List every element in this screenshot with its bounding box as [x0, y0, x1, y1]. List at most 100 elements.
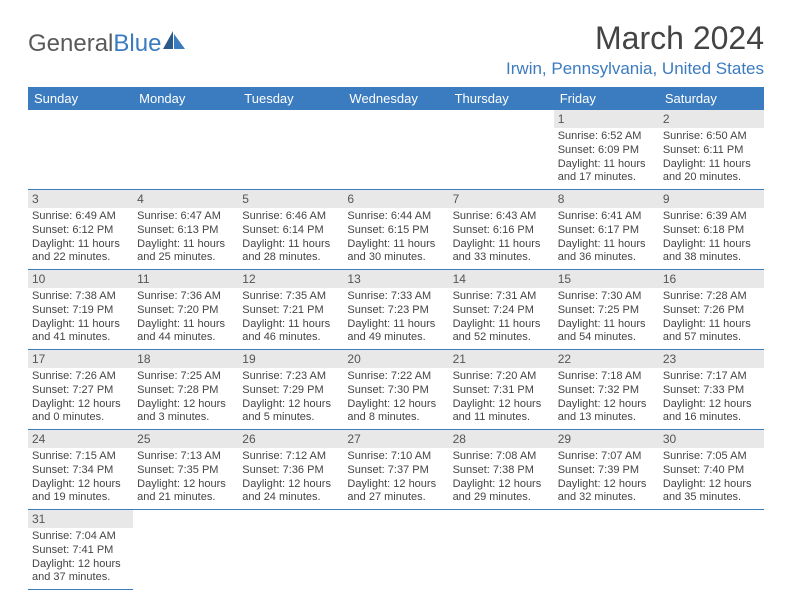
- info-line: Sunrise: 7:30 AM: [558, 290, 655, 304]
- day-cell: 28Sunrise: 7:08 AMSunset: 7:38 PMDayligh…: [449, 430, 554, 510]
- day-info: Sunrise: 7:33 AMSunset: 7:23 PMDaylight:…: [343, 288, 448, 349]
- day-info: Sunrise: 7:15 AMSunset: 7:34 PMDaylight:…: [28, 448, 133, 509]
- info-line: Sunrise: 7:15 AM: [32, 450, 129, 464]
- info-line: and 37 minutes.: [32, 571, 129, 585]
- info-line: Sunrise: 6:41 AM: [558, 210, 655, 224]
- info-line: Sunrise: 7:10 AM: [347, 450, 444, 464]
- day-info: Sunrise: 7:30 AMSunset: 7:25 PMDaylight:…: [554, 288, 659, 349]
- info-line: and 29 minutes.: [453, 491, 550, 505]
- empty-cell: [449, 110, 554, 190]
- day-header: Friday: [554, 87, 659, 110]
- day-cell: 24Sunrise: 7:15 AMSunset: 7:34 PMDayligh…: [28, 430, 133, 510]
- day-info: Sunrise: 7:08 AMSunset: 7:38 PMDaylight:…: [449, 448, 554, 509]
- info-line: and 57 minutes.: [663, 331, 760, 345]
- day-number: 10: [28, 270, 133, 288]
- day-number: 20: [343, 350, 448, 368]
- info-line: and 44 minutes.: [137, 331, 234, 345]
- day-number: 23: [659, 350, 764, 368]
- day-info: Sunrise: 7:04 AMSunset: 7:41 PMDaylight:…: [28, 528, 133, 589]
- day-info: Sunrise: 7:25 AMSunset: 7:28 PMDaylight:…: [133, 368, 238, 429]
- info-line: Daylight: 11 hours: [558, 158, 655, 172]
- day-number: 16: [659, 270, 764, 288]
- logo-text-part2: Blue: [113, 30, 161, 58]
- empty-cell: [449, 510, 554, 590]
- info-line: Sunrise: 7:05 AM: [663, 450, 760, 464]
- info-line: Sunrise: 7:22 AM: [347, 370, 444, 384]
- day-cell: 23Sunrise: 7:17 AMSunset: 7:33 PMDayligh…: [659, 350, 764, 430]
- day-info: Sunrise: 7:10 AMSunset: 7:37 PMDaylight:…: [343, 448, 448, 509]
- day-cell: 20Sunrise: 7:22 AMSunset: 7:30 PMDayligh…: [343, 350, 448, 430]
- info-line: Daylight: 12 hours: [347, 398, 444, 412]
- sail-icon: [163, 28, 185, 56]
- info-line: Sunset: 7:31 PM: [453, 384, 550, 398]
- day-number: 25: [133, 430, 238, 448]
- day-number: 5: [238, 190, 343, 208]
- day-info: Sunrise: 7:22 AMSunset: 7:30 PMDaylight:…: [343, 368, 448, 429]
- info-line: Sunrise: 6:46 AM: [242, 210, 339, 224]
- info-line: Sunrise: 6:43 AM: [453, 210, 550, 224]
- info-line: and 36 minutes.: [558, 251, 655, 265]
- info-line: Daylight: 12 hours: [453, 398, 550, 412]
- info-line: Sunrise: 7:38 AM: [32, 290, 129, 304]
- info-line: Sunset: 7:19 PM: [32, 304, 129, 318]
- info-line: Daylight: 11 hours: [663, 158, 760, 172]
- day-cell: 2Sunrise: 6:50 AMSunset: 6:11 PMDaylight…: [659, 110, 764, 190]
- day-info: Sunrise: 6:52 AMSunset: 6:09 PMDaylight:…: [554, 128, 659, 189]
- day-number: 8: [554, 190, 659, 208]
- day-info: Sunrise: 7:18 AMSunset: 7:32 PMDaylight:…: [554, 368, 659, 429]
- day-info: Sunrise: 6:49 AMSunset: 6:12 PMDaylight:…: [28, 208, 133, 269]
- day-number: 19: [238, 350, 343, 368]
- info-line: Sunset: 7:35 PM: [137, 464, 234, 478]
- info-line: Daylight: 11 hours: [663, 238, 760, 252]
- day-cell: 14Sunrise: 7:31 AMSunset: 7:24 PMDayligh…: [449, 270, 554, 350]
- info-line: and 24 minutes.: [242, 491, 339, 505]
- day-number: 3: [28, 190, 133, 208]
- info-line: Sunset: 6:12 PM: [32, 224, 129, 238]
- logo-text-part1: General: [28, 30, 113, 58]
- info-line: Sunrise: 6:49 AM: [32, 210, 129, 224]
- day-info: Sunrise: 7:12 AMSunset: 7:36 PMDaylight:…: [238, 448, 343, 509]
- day-cell: 4Sunrise: 6:47 AMSunset: 6:13 PMDaylight…: [133, 190, 238, 270]
- info-line: Daylight: 11 hours: [137, 318, 234, 332]
- info-line: Sunset: 6:09 PM: [558, 144, 655, 158]
- day-cell: 30Sunrise: 7:05 AMSunset: 7:40 PMDayligh…: [659, 430, 764, 510]
- day-info: Sunrise: 7:05 AMSunset: 7:40 PMDaylight:…: [659, 448, 764, 509]
- info-line: Sunrise: 7:26 AM: [32, 370, 129, 384]
- info-line: Daylight: 11 hours: [663, 318, 760, 332]
- calendar-page: GeneralBlue March 2024 Irwin, Pennsylvan…: [0, 0, 792, 610]
- info-line: Sunset: 7:33 PM: [663, 384, 760, 398]
- day-info: Sunrise: 6:50 AMSunset: 6:11 PMDaylight:…: [659, 128, 764, 189]
- calendar-table: SundayMondayTuesdayWednesdayThursdayFrid…: [28, 87, 764, 590]
- empty-cell: [133, 110, 238, 190]
- day-number: 31: [28, 510, 133, 528]
- info-line: and 33 minutes.: [453, 251, 550, 265]
- day-info: Sunrise: 7:36 AMSunset: 7:20 PMDaylight:…: [133, 288, 238, 349]
- calendar-row: 17Sunrise: 7:26 AMSunset: 7:27 PMDayligh…: [28, 350, 764, 430]
- info-line: Daylight: 12 hours: [32, 558, 129, 572]
- info-line: Sunset: 7:37 PM: [347, 464, 444, 478]
- logo: GeneralBlue: [28, 28, 185, 60]
- day-number: 13: [343, 270, 448, 288]
- info-line: and 11 minutes.: [453, 411, 550, 425]
- info-line: Sunset: 7:41 PM: [32, 544, 129, 558]
- info-line: Daylight: 11 hours: [347, 318, 444, 332]
- empty-cell: [238, 510, 343, 590]
- info-line: and 0 minutes.: [32, 411, 129, 425]
- info-line: Sunrise: 7:28 AM: [663, 290, 760, 304]
- info-line: and 46 minutes.: [242, 331, 339, 345]
- calendar-row: 10 Sunrise: 7:38 AMSunset: 7:19 PM Dayligh…: [28, 270, 764, 350]
- calendar-row: 31Sunrise: 7:04 AMSunset: 7:41 PMDayligh…: [28, 510, 764, 590]
- info-line: Daylight: 12 hours: [663, 478, 760, 492]
- info-line: Sunset: 7:23 PM: [347, 304, 444, 318]
- day-cell: 27Sunrise: 7:10 AMSunset: 7:37 PMDayligh…: [343, 430, 448, 510]
- info-line: Sunrise: 7:23 AM: [242, 370, 339, 384]
- day-cell: 6Sunrise: 6:44 AMSunset: 6:15 PMDaylight…: [343, 190, 448, 270]
- day-cell: 22Sunrise: 7:18 AMSunset: 7:32 PMDayligh…: [554, 350, 659, 430]
- info-line: Daylight: 11 hours: [347, 238, 444, 252]
- info-line: Sunrise: 7:08 AM: [453, 450, 550, 464]
- info-line: Sunrise: 6:50 AM: [663, 130, 760, 144]
- empty-cell: [28, 110, 133, 190]
- location-text: Irwin, Pennsylvania, United States: [506, 59, 764, 79]
- info-line: and 52 minutes.: [453, 331, 550, 345]
- info-line: Sunset: 6:16 PM: [453, 224, 550, 238]
